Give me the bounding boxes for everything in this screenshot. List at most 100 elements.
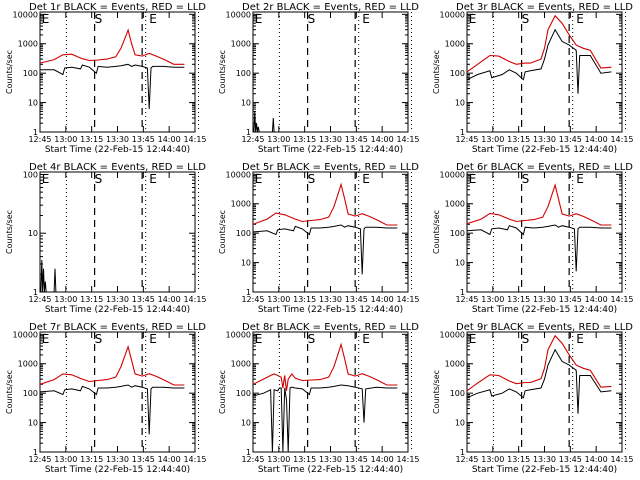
- chart-title: Det 5r BLACK = Events, RED = LLD: [242, 162, 419, 173]
- interval-marker-S: S: [308, 12, 316, 26]
- x-tick-label: 13:00: [481, 135, 504, 144]
- x-axis-label: Start Time (22-Feb-15 12:44:40): [472, 145, 617, 155]
- x-tick-label: 12:45: [455, 455, 478, 464]
- x-tick-label: 14:15: [183, 455, 206, 464]
- x-tick-label: 13:00: [54, 295, 77, 304]
- interval-marker-E: E: [42, 12, 50, 26]
- x-tick-label: 13:00: [54, 455, 77, 464]
- interval-marker-E: E: [469, 12, 477, 26]
- x-axis-label: Start Time (22-Feb-15 12:44:40): [45, 465, 190, 475]
- series-events: [466, 28, 612, 94]
- x-tick-label: 13:15: [80, 135, 103, 144]
- x-tick-label: 14:15: [610, 455, 633, 464]
- x-tick-label: 12:45: [241, 135, 264, 144]
- y-axis-label: Counts/sec: [432, 210, 441, 254]
- x-tick-label: 14:00: [371, 455, 394, 464]
- series-lld: [466, 14, 612, 73]
- interval-marker-E: E: [149, 172, 157, 186]
- series-lld: [39, 344, 185, 386]
- y-tick-label: 1000: [231, 40, 251, 49]
- series-lld: [252, 342, 398, 391]
- x-tick-label: 13:45: [559, 455, 582, 464]
- chart-title: Det 7r BLACK = Events, RED = LLD: [29, 322, 206, 333]
- series-lld: [466, 183, 612, 226]
- x-tick-label: 13:30: [319, 295, 342, 304]
- y-axis-label: Counts/sec: [5, 370, 14, 414]
- y-axis-label: Counts/sec: [218, 370, 227, 414]
- interval-marker-E: E: [576, 172, 584, 186]
- x-tick-label: 14:00: [158, 295, 181, 304]
- y-axis-label: Counts/sec: [432, 50, 441, 94]
- y-tick-label: 10: [241, 259, 251, 268]
- x-tick-label: 13:30: [106, 135, 129, 144]
- x-tick-label: 13:30: [533, 295, 556, 304]
- x-tick-label: 13:00: [54, 135, 77, 144]
- y-tick-label: 10000: [226, 330, 251, 339]
- x-tick-label: 13:30: [533, 455, 556, 464]
- y-tick-label: 10: [28, 229, 38, 238]
- x-tick-label: 14:15: [610, 135, 633, 144]
- series-lld: [466, 334, 612, 392]
- y-tick-label: 100: [236, 229, 251, 238]
- x-tick-label: 14:15: [396, 295, 419, 304]
- x-tick-label: 13:15: [507, 455, 530, 464]
- x-tick-label: 14:15: [396, 135, 419, 144]
- chart-title: Det 3r BLACK = Events, RED = LLD: [456, 2, 633, 13]
- x-tick-label: 13:00: [267, 455, 290, 464]
- x-tick-label: 13:30: [319, 135, 342, 144]
- plot-frame: [252, 11, 409, 133]
- x-tick-label: 14:00: [371, 295, 394, 304]
- y-tick-label: 1000: [231, 200, 251, 209]
- interval-marker-S: S: [95, 332, 103, 346]
- y-tick-label: 1: [246, 128, 251, 137]
- x-tick-label: 13:15: [293, 135, 316, 144]
- x-tick-label: 13:45: [345, 135, 368, 144]
- y-tick-label: 10: [241, 99, 251, 108]
- interval-marker-E: E: [255, 12, 263, 26]
- x-axis-label: Start Time (22-Feb-15 12:44:40): [472, 465, 617, 475]
- chart-title: Det 6r BLACK = Events, RED = LLD: [456, 162, 633, 173]
- interval-marker-E: E: [469, 172, 477, 186]
- chart-title: Det 9r BLACK = Events, RED = LLD: [456, 322, 633, 333]
- x-tick-label: 13:30: [319, 455, 342, 464]
- chart-title: Det 1r BLACK = Events, RED = LLD: [29, 2, 206, 13]
- y-tick-label: 10: [28, 419, 38, 428]
- x-tick-label: 13:00: [267, 295, 290, 304]
- x-tick-label: 13:30: [533, 135, 556, 144]
- x-tick-label: 14:15: [396, 455, 419, 464]
- series-lld: [39, 28, 185, 65]
- x-axis-label: Start Time (22-Feb-15 12:44:40): [472, 305, 617, 315]
- x-tick-label: 13:00: [267, 135, 290, 144]
- x-tick-label: 13:45: [559, 295, 582, 304]
- interval-marker-E: E: [255, 172, 263, 186]
- y-tick-label: 1000: [18, 360, 38, 369]
- series-events: [466, 224, 612, 272]
- y-tick-label: 10000: [13, 10, 38, 19]
- interval-marker-E: E: [469, 332, 477, 346]
- plot-frame: [39, 331, 196, 453]
- y-tick-label: 10000: [440, 10, 465, 19]
- x-axis-label: Start Time (22-Feb-15 12:44:40): [45, 305, 190, 315]
- interval-marker-E: E: [149, 332, 157, 346]
- y-tick-label: 1: [460, 448, 465, 457]
- interval-marker-S: S: [308, 172, 316, 186]
- x-tick-label: 13:45: [345, 295, 368, 304]
- chart-title: Det 2r BLACK = Events, RED = LLD: [242, 2, 419, 13]
- interval-marker-S: S: [95, 172, 103, 186]
- x-tick-label: 13:15: [293, 455, 316, 464]
- y-tick-label: 10: [28, 99, 38, 108]
- y-tick-label: 10000: [13, 330, 38, 339]
- y-axis-label: Counts/sec: [5, 210, 14, 254]
- series-events: [40, 259, 57, 293]
- chart-title: Det 4r BLACK = Events, RED = LLD: [29, 162, 206, 173]
- plot-frame: [252, 171, 409, 293]
- y-tick-label: 100: [450, 229, 465, 238]
- y-tick-label: 100: [450, 389, 465, 398]
- x-tick-label: 14:00: [585, 135, 608, 144]
- y-axis-label: Counts/sec: [218, 50, 227, 94]
